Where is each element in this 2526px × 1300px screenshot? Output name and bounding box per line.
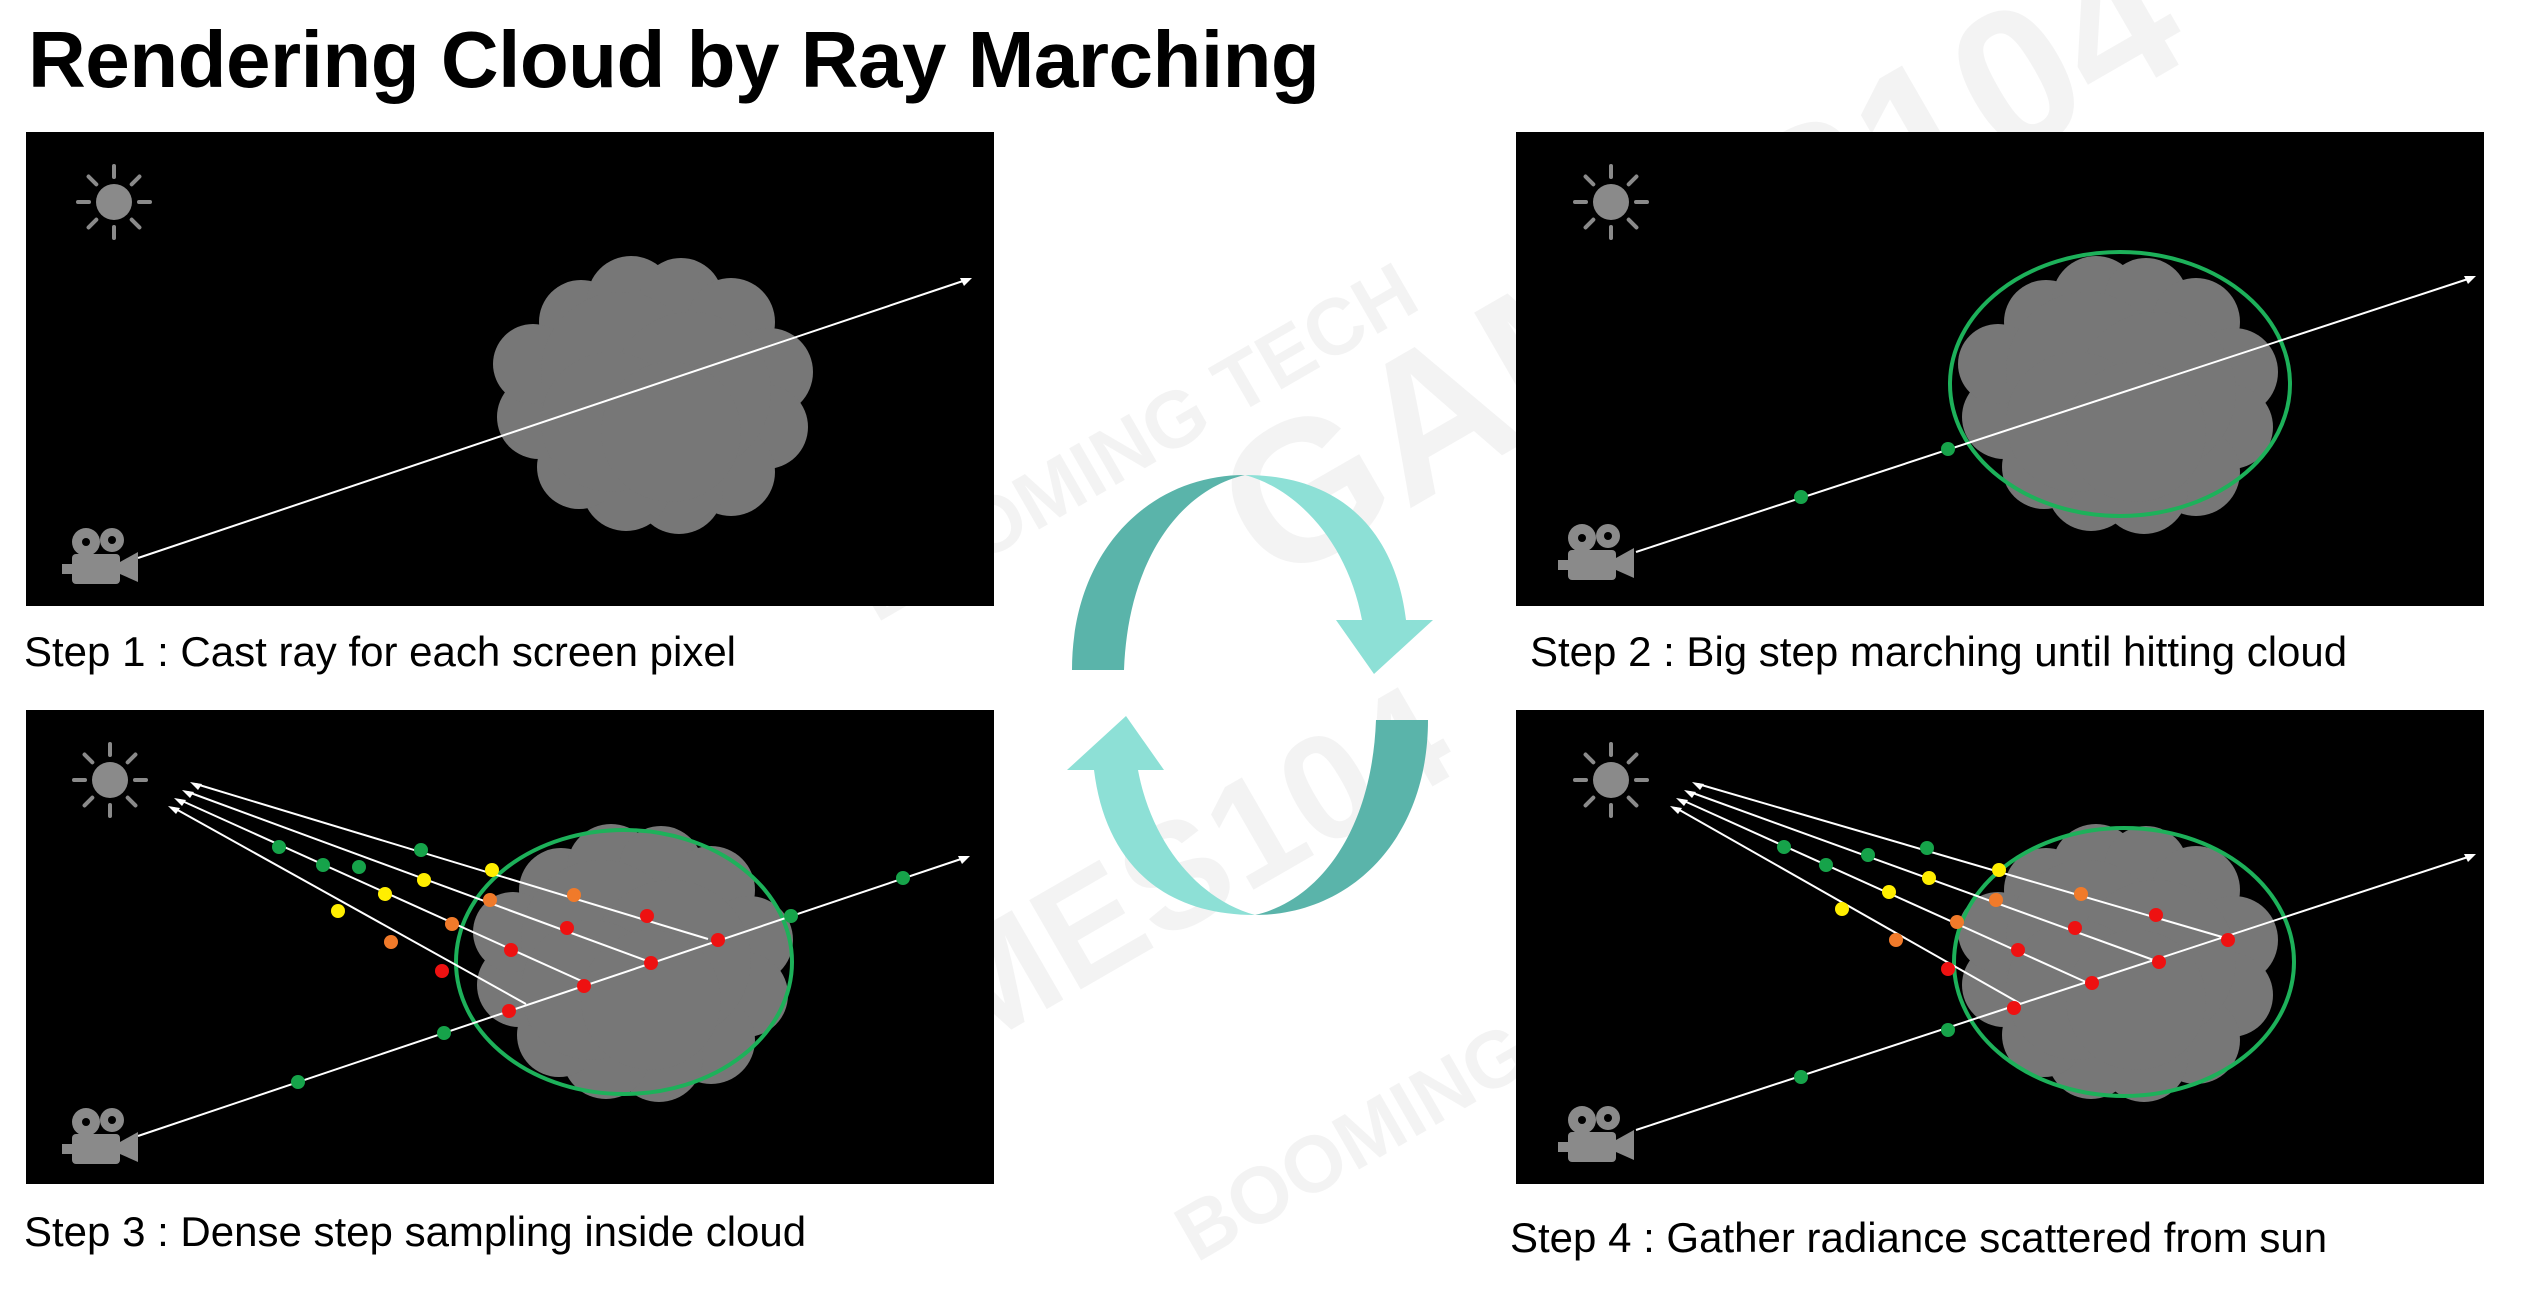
view-ray — [1635, 855, 2472, 1131]
sample-point-green — [1794, 490, 1808, 504]
view-ray — [137, 279, 967, 559]
step-2-diagram — [1558, 164, 2476, 580]
sun-icon — [76, 164, 152, 240]
ray-arrowhead — [958, 856, 970, 864]
caption-step-2: Step 2 : Big step marching until hitting… — [1530, 628, 2348, 675]
ray-arrowhead — [960, 278, 972, 286]
camera-icon — [1558, 524, 1634, 580]
step-3-diagram — [62, 742, 970, 1164]
sun-icon — [1573, 742, 1649, 818]
caption-step-1: Step 1 : Cast ray for each screen pixel — [24, 628, 737, 675]
panel-step-2 — [1516, 132, 2484, 606]
step-4-diagram — [1558, 742, 2476, 1162]
bounding-ellipse — [1952, 826, 2296, 1098]
cloud-shape — [1958, 824, 2278, 1102]
cloud-shape — [1958, 256, 2278, 534]
ray-arrowhead — [2464, 276, 2476, 284]
cloud-shape — [473, 824, 793, 1102]
sun-icon — [1573, 164, 1649, 240]
sun-icon — [72, 742, 148, 818]
cloud-shape — [493, 256, 813, 534]
cycle-arrows-icon — [1067, 475, 1433, 915]
page-title: Rendering Cloud by Ray Marching — [28, 15, 1320, 104]
caption-step-3: Step 3 : Dense step sampling inside clou… — [24, 1208, 807, 1255]
sample-point-green — [1941, 442, 1955, 456]
camera-icon — [1558, 1106, 1634, 1162]
bounding-ellipse — [1948, 250, 2292, 518]
ray-arrowhead — [2464, 854, 2476, 862]
sample-points — [1777, 840, 2235, 1084]
camera-icon — [62, 528, 138, 584]
caption-step-4: Step 4 : Gather radiance scattered from … — [1510, 1214, 2328, 1261]
step-1-diagram — [62, 164, 972, 584]
sample-points — [272, 840, 910, 1089]
panel-step-1 — [26, 132, 994, 606]
panel-step-3 — [26, 710, 994, 1184]
view-ray — [1635, 277, 2472, 553]
camera-icon — [62, 1108, 138, 1164]
view-ray — [137, 857, 965, 1137]
panel-step-4 — [1516, 710, 2484, 1184]
bounding-ellipse — [454, 828, 794, 1096]
